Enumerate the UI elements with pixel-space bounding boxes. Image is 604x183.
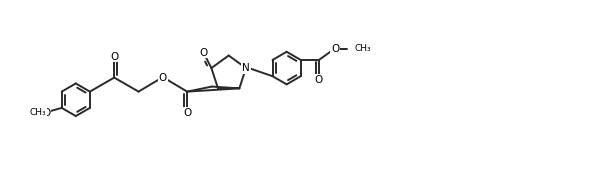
- Text: N: N: [242, 63, 250, 73]
- Text: CH₃: CH₃: [354, 44, 371, 53]
- Text: O: O: [315, 75, 323, 85]
- Text: O: O: [42, 108, 50, 118]
- Text: O: O: [199, 48, 208, 58]
- Text: O: O: [331, 44, 339, 54]
- Text: CH₃: CH₃: [29, 109, 46, 117]
- Text: O: O: [110, 52, 118, 61]
- Text: O: O: [159, 73, 167, 83]
- Text: O: O: [183, 108, 191, 118]
